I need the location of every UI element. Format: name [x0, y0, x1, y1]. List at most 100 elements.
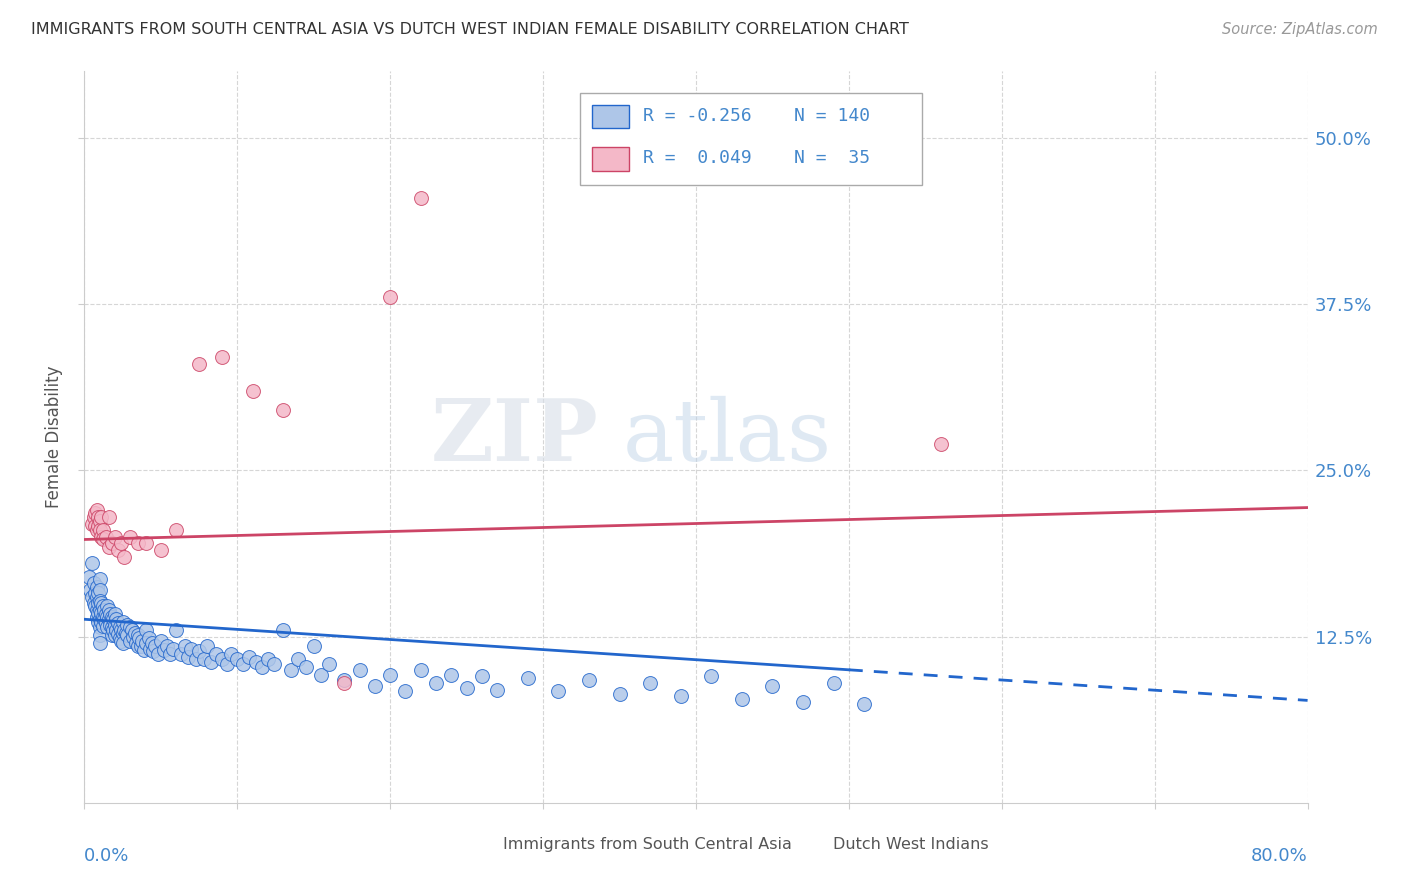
Point — [91, 523, 114, 537]
Point — [89, 582, 111, 597]
Point — [87, 596, 110, 610]
Point — [104, 628, 127, 642]
Point — [162, 641, 184, 656]
Point — [250, 660, 273, 674]
Point — [110, 623, 132, 637]
Point — [287, 652, 309, 666]
Point — [425, 676, 447, 690]
Point — [609, 687, 631, 701]
Point — [104, 530, 127, 544]
Point — [91, 533, 114, 547]
Point — [128, 631, 150, 645]
Point — [98, 617, 121, 632]
Point — [107, 627, 129, 641]
Point — [107, 543, 129, 558]
Point — [188, 357, 211, 371]
Point — [380, 668, 402, 682]
Point — [108, 620, 131, 634]
Point — [156, 639, 179, 653]
Point — [135, 636, 157, 650]
Point — [87, 519, 110, 533]
Point — [101, 628, 124, 642]
Point — [80, 590, 103, 604]
Point — [211, 351, 233, 365]
Point — [700, 669, 723, 683]
Point — [89, 612, 111, 626]
Point — [89, 593, 111, 607]
Text: Dutch West Indians: Dutch West Indians — [832, 837, 988, 852]
Point — [103, 623, 125, 637]
Point — [89, 620, 111, 634]
Point — [83, 596, 105, 610]
Point — [97, 603, 120, 617]
Point — [516, 671, 538, 685]
Point — [83, 576, 105, 591]
Point — [149, 633, 172, 648]
Point — [174, 639, 197, 653]
Point — [97, 541, 120, 555]
Point — [471, 669, 494, 683]
Point — [101, 609, 124, 624]
Point — [349, 663, 371, 677]
Point — [112, 549, 135, 564]
Point — [165, 523, 187, 537]
Point — [211, 652, 233, 666]
Point — [104, 607, 127, 621]
Point — [86, 523, 108, 537]
Point — [89, 636, 111, 650]
Point — [669, 690, 692, 704]
Point — [129, 639, 152, 653]
Point — [90, 615, 112, 629]
Point — [105, 623, 128, 637]
Point — [111, 636, 134, 650]
Point — [110, 633, 132, 648]
Point — [486, 682, 509, 697]
Point — [311, 668, 333, 682]
Point — [80, 516, 103, 531]
Point — [127, 639, 149, 653]
Point — [110, 536, 132, 550]
Point — [94, 616, 117, 631]
Point — [200, 655, 222, 669]
Point — [215, 657, 238, 672]
Point — [90, 530, 112, 544]
Point — [87, 509, 110, 524]
Point — [143, 639, 166, 653]
Text: 0.0%: 0.0% — [84, 847, 129, 864]
Point — [193, 652, 215, 666]
Point — [159, 647, 181, 661]
Point — [242, 384, 264, 398]
Point — [90, 596, 112, 610]
Point — [205, 647, 228, 661]
Point — [149, 543, 172, 558]
Point — [127, 536, 149, 550]
Point — [97, 509, 120, 524]
Point — [77, 570, 100, 584]
Point — [79, 582, 101, 597]
Point — [101, 536, 124, 550]
Point — [86, 609, 108, 624]
Point — [87, 585, 110, 599]
Text: N = 140: N = 140 — [794, 107, 870, 125]
Text: atlas: atlas — [623, 395, 832, 479]
Point — [333, 676, 356, 690]
Point — [132, 643, 155, 657]
Point — [91, 599, 114, 613]
Point — [188, 644, 211, 658]
Point — [124, 625, 146, 640]
Point — [142, 644, 165, 658]
Text: N =  35: N = 35 — [794, 149, 870, 168]
Point — [141, 636, 163, 650]
Text: Source: ZipAtlas.com: Source: ZipAtlas.com — [1222, 22, 1378, 37]
FancyBboxPatch shape — [470, 836, 494, 854]
Point — [929, 436, 952, 450]
Point — [112, 623, 135, 637]
Text: IMMIGRANTS FROM SOUTH CENTRAL ASIA VS DUTCH WEST INDIAN FEMALE DISABILITY CORREL: IMMIGRANTS FROM SOUTH CENTRAL ASIA VS DU… — [31, 22, 908, 37]
Point — [122, 630, 145, 644]
Point — [578, 673, 600, 688]
Point — [93, 603, 115, 617]
Point — [91, 609, 114, 624]
Point — [263, 657, 285, 672]
Point — [87, 615, 110, 629]
Point — [84, 599, 107, 613]
